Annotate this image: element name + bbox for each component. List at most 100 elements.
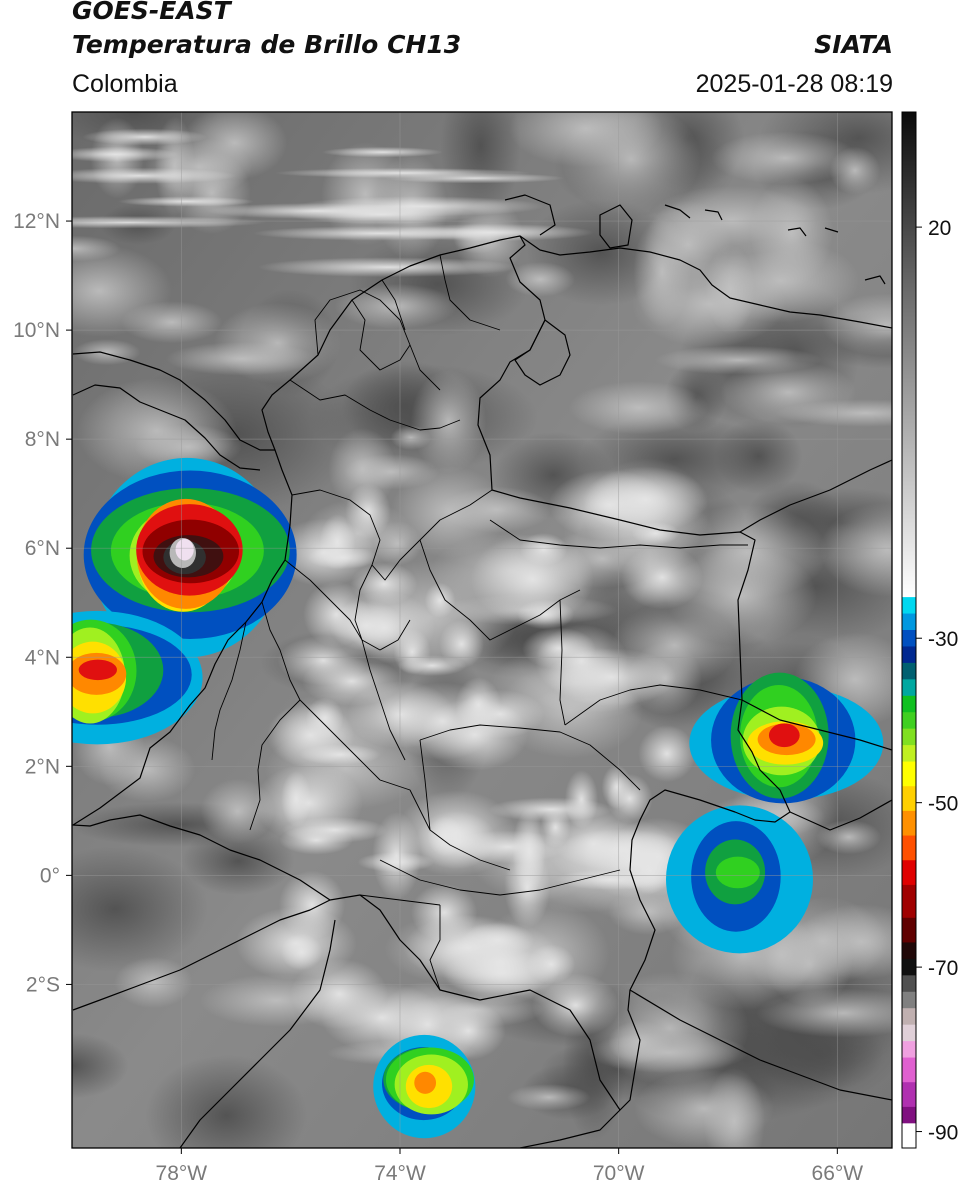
colorbar-segment [902, 1123, 916, 1149]
cloud-patch [519, 532, 568, 566]
storm-cell [83, 457, 297, 658]
colorbar-segment [902, 613, 916, 631]
lon-tick-label: 74°W [374, 1162, 426, 1185]
colorbar-segment [902, 884, 916, 919]
storm-cell [72, 610, 203, 745]
cloud-patch [343, 454, 440, 490]
colorbar-tick-label: -50 [928, 793, 958, 816]
lon-tick-label: 70°W [593, 1162, 645, 1185]
storm-cells [72, 457, 884, 1139]
storm-contour [175, 538, 194, 561]
cloud-patch [410, 369, 487, 474]
cloud-patch [588, 1031, 749, 1074]
colorbar-segment [902, 630, 916, 647]
storm-cell [689, 672, 884, 804]
colorbar-segment [902, 1024, 916, 1042]
storm-cell [373, 1034, 476, 1139]
cloud-patch [634, 1069, 774, 1148]
colorbar-segment [902, 1082, 916, 1108]
colorbar-segment [902, 958, 916, 976]
cloud-patch [655, 345, 822, 375]
cloud-streak [72, 215, 267, 229]
cloud-patch [272, 518, 375, 587]
paraguana [504, 194, 633, 249]
cloud-patch [267, 702, 355, 768]
cloud-streak [72, 167, 237, 184]
colorbar-segment [902, 1057, 916, 1083]
cloud-patch [114, 956, 193, 1009]
cloud-patch [281, 770, 312, 828]
cloud-streak [82, 128, 208, 146]
cloud-patch [441, 486, 552, 533]
colorbar-segment [902, 662, 916, 680]
cloud-patch [439, 619, 484, 669]
lon-tick-label: 66°W [812, 1162, 864, 1185]
cloud-patch [775, 399, 892, 427]
colorbar-segment [902, 991, 916, 1009]
region-label: Colombia [72, 70, 178, 98]
colorbar-tick-label: 20 [928, 217, 951, 240]
cloud-patch [756, 988, 892, 1038]
cloud-patch [601, 764, 632, 809]
storm-contour [715, 856, 760, 889]
department-borders [211, 254, 748, 991]
cloud-streak [385, 223, 595, 242]
colorbar-tick-label: -90 [928, 1122, 958, 1145]
colorbar-segment [902, 695, 916, 713]
cloud-streak [321, 146, 443, 158]
political-borders [72, 194, 892, 1148]
cloud-patch [73, 339, 141, 366]
cloud-patch [569, 381, 709, 435]
cloud-patch [372, 811, 421, 900]
cloud-patch [505, 261, 575, 297]
lat-tick-label: 6°N [25, 537, 60, 560]
colorbar-tick-label: -30 [928, 628, 958, 651]
axis-ticks: 12°N 10°N 8°N 6°N 4°N 2°N 0° 2°S 78°W 74°W 70°W 66°… [13, 210, 863, 1185]
colorbar-tick-label: -70 [928, 957, 958, 980]
cloud-patch [512, 808, 546, 895]
lat-tick-label: 12°N [13, 210, 60, 233]
storm-contour [414, 1071, 437, 1094]
colorbar-frame [901, 111, 917, 1149]
lon-tick-label: 78°W [156, 1162, 208, 1185]
cloud-patch [631, 261, 786, 347]
cloud-patch [411, 883, 478, 942]
product-title: GOES-EAST [72, 0, 231, 25]
map-panel [72, 112, 892, 1148]
brazil-border [519, 699, 892, 1148]
lat-tick-label: 2°S [26, 973, 60, 996]
cloud-patch [821, 293, 892, 357]
cloud-patch [279, 825, 354, 855]
colorbar-segment [902, 1008, 916, 1026]
dark-area [72, 1033, 129, 1099]
dark-area [72, 846, 208, 972]
cloud-patch [145, 138, 253, 196]
cloud-patch [531, 973, 620, 1038]
cloud-patch [711, 131, 859, 185]
colorbar: 20 -30 -50 -70 -90 [901, 111, 958, 1149]
colorbar-segment [902, 1041, 916, 1059]
storm-cell [665, 805, 814, 954]
colorbar-segment [902, 761, 916, 787]
cloud-streak [72, 146, 179, 163]
cloud-patch [350, 562, 418, 606]
cloud-patch [439, 920, 562, 1006]
colorbar-segment [902, 728, 916, 746]
cloud-patch [647, 185, 817, 255]
cloud-patch [290, 958, 389, 1030]
cloud-streak [274, 167, 532, 179]
panama-border [72, 351, 275, 471]
cloud-patch [561, 112, 701, 216]
cloud-patch [621, 545, 703, 610]
lat-tick-label: 10°N [13, 319, 60, 342]
cloud-patch [98, 736, 196, 802]
colorbar-segment [902, 1106, 916, 1124]
colorbar-segment [902, 975, 916, 993]
cloud-patch [455, 677, 502, 733]
cloud-patch [424, 582, 456, 619]
coast-islands [664, 204, 886, 285]
product-subtitle: Temperatura de Brillo CH13 [72, 30, 462, 59]
cloud-patch [76, 378, 237, 484]
source-label: SIATA [814, 30, 893, 59]
